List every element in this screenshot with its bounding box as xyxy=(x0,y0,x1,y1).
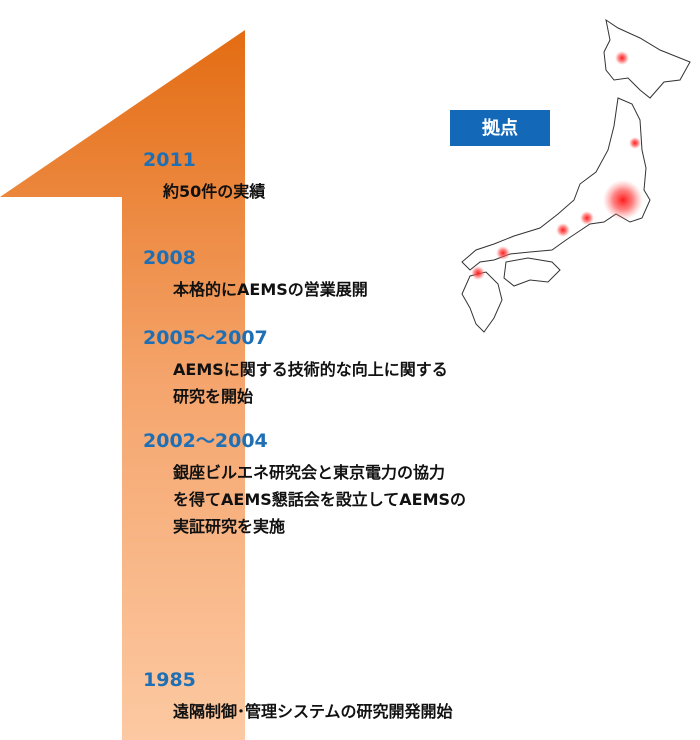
description: 遠隔制御･管理システムの研究開発開始 xyxy=(173,702,453,721)
year: 2005～2007 xyxy=(143,327,268,349)
location-dot xyxy=(471,266,485,280)
location-dot xyxy=(615,51,629,65)
description: 実証研究を実施 xyxy=(173,517,285,536)
year: 1985 xyxy=(143,669,196,691)
location-dot xyxy=(629,137,641,149)
location-dot xyxy=(580,211,594,225)
description: を得てAEMS懇話会を設立してAEMSの xyxy=(173,490,466,509)
description: 銀座ビルエネ研究会と東京電力の協力 xyxy=(172,463,445,482)
description: 本格的にAEMSの営業展開 xyxy=(172,280,368,299)
location-dot xyxy=(556,223,570,237)
badge-text: 拠点 xyxy=(482,117,518,139)
timeline: 2011 約50件の実績 2008 本格的にAEMSの営業展開 2005～2007 AEM… xyxy=(143,149,466,721)
location-dot xyxy=(603,180,643,220)
arrow xyxy=(0,30,245,740)
year: 2002～2004 xyxy=(143,430,268,452)
badge xyxy=(450,110,550,146)
description: 研究を開始 xyxy=(173,387,253,406)
location-dot xyxy=(496,246,510,260)
year: 2008 xyxy=(143,247,196,269)
description: AEMSに関する技術的な向上に関する xyxy=(173,360,448,379)
description: 約50件の実績 xyxy=(162,182,266,201)
location-dots xyxy=(471,51,643,280)
japan-map xyxy=(461,18,691,333)
year: 2011 xyxy=(143,149,196,171)
